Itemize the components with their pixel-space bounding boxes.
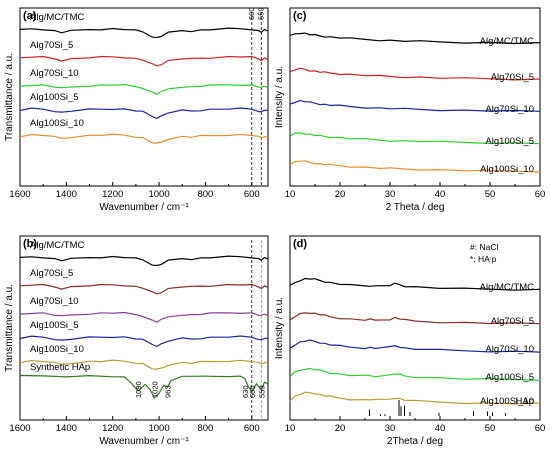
x-tick-label: 1000: [148, 423, 169, 434]
series-line: [19, 133, 269, 144]
reference-line-label: 559: [256, 7, 265, 20]
x-tick-label: 1000: [148, 189, 169, 200]
plot-frame: [289, 235, 541, 421]
series-label: Alg/MC/TMC: [480, 282, 535, 293]
series-label: Alg70Si_10: [30, 296, 79, 307]
plot-frame: [19, 235, 269, 421]
series-label: Alg70Si_10: [485, 344, 534, 355]
panel-b: 1600 1400 1200 1000 800 600 Wavenumber / cm⁻¹ T…: [4, 235, 269, 447]
x-tick-label: 10: [285, 423, 296, 434]
y-axis-title: Intensity / a.u.: [274, 66, 285, 128]
x-tick-label: 1400: [56, 189, 77, 200]
x-tick-label: 30: [385, 423, 396, 434]
x-tick-label: 600: [244, 189, 260, 200]
x-tick-label: 30: [385, 189, 396, 200]
series-label: Alg100Si_5: [485, 372, 534, 383]
series-label: Alg100Si_5: [485, 136, 534, 147]
series-line: [289, 391, 541, 405]
series-label: Alg100Si_5: [30, 92, 79, 103]
x-tick-label: 800: [197, 189, 213, 200]
series-line: [289, 132, 541, 145]
series-line: [19, 283, 269, 295]
series-label: Alg/MC/TMC: [30, 240, 85, 251]
series-line: [19, 359, 269, 370]
series-line: [19, 335, 269, 348]
series-label: Alg70Si_5: [30, 40, 73, 51]
x-tick-label: 1600: [9, 423, 30, 434]
x-tick-label: 20: [335, 423, 346, 434]
plot-frame: [289, 7, 541, 187]
series-label: Alg70Si_10: [485, 104, 534, 115]
y-axis-title: Transmittance / a.u.: [4, 53, 15, 141]
x-axis-title: 2Theta / deg: [387, 436, 443, 447]
series-line: [19, 83, 269, 95]
panel-label: (d): [293, 238, 307, 250]
x-tick-label: 40: [435, 423, 446, 434]
series-label: Alg100Si_10: [480, 396, 534, 407]
x-tick-label: 10: [285, 189, 296, 200]
series-label: Alg70Si_5: [491, 316, 534, 327]
series-label: HAp: [516, 396, 534, 407]
panel-label: (b): [23, 238, 37, 250]
series-line: [19, 255, 269, 267]
series-line: [289, 312, 541, 325]
series-line: [19, 55, 269, 67]
panel-label: (c): [293, 10, 307, 22]
x-axis-title: Wavenumber / cm⁻¹: [99, 436, 189, 447]
panel-d: 10 20 30 40 50 60 2Theta / deg Intensity / a.u.…: [274, 235, 546, 447]
series-line: [19, 311, 269, 323]
panel-c: 10 20 30 40 50 60 2 Theta / deg Intensity / a.u…: [274, 7, 546, 213]
x-tick-label: 60: [535, 423, 546, 434]
peak-label: 1020: [150, 381, 159, 398]
series-label: Alg/MC/TMC: [480, 36, 535, 47]
x-tick-label: 50: [485, 189, 496, 200]
series-line: [19, 27, 269, 39]
legend-note: #: NaCl: [470, 242, 498, 252]
x-axis-title: 2 Theta / deg: [386, 202, 445, 213]
series-label: Alg100Si_10: [480, 164, 534, 175]
series-label: Synthetic HAp: [30, 362, 90, 373]
series-label: Alg70Si_5: [30, 268, 73, 279]
x-tick-label: 1200: [102, 189, 123, 200]
series-line: [289, 367, 541, 381]
plot-frame: [19, 7, 269, 187]
series-line: [19, 374, 269, 399]
series-label: Alg100Si_10: [30, 118, 84, 129]
series-label: Alg70Si_5: [491, 72, 534, 83]
series-line: [289, 160, 541, 173]
series-label: Alg/MC/TMC: [30, 12, 85, 23]
legend-note: *: HA p: [470, 254, 497, 264]
series-label: Alg100Si_5: [30, 320, 79, 331]
panel-label: (a): [23, 10, 37, 22]
peak-label: 630: [241, 385, 250, 398]
x-tick-label: 40: [435, 189, 446, 200]
series-label: Alg70Si_10: [30, 68, 79, 79]
series-line: [289, 67, 541, 81]
series-line: [289, 99, 541, 112]
y-axis-title: Intensity / a.u.: [274, 297, 285, 359]
series-label: Alg100Si_10: [30, 344, 84, 355]
reference-line-label: 600: [247, 7, 256, 20]
x-tick-label: 800: [197, 423, 213, 434]
peak-label: 1090: [134, 381, 143, 398]
peak-label: 600: [248, 385, 257, 398]
y-axis-title: Transmittance / a.u.: [4, 284, 15, 372]
x-tick-label: 1600: [9, 189, 30, 200]
series-line: [289, 339, 541, 353]
x-tick-label: 1400: [56, 423, 77, 434]
series-line: [289, 32, 541, 45]
peak-label: 559: [257, 385, 266, 398]
series-line: [289, 277, 541, 291]
panel-a: 1600 1400 1200 1000 800 600 Wavenumber / cm⁻¹ T…: [4, 7, 269, 213]
peak-label: 963: [164, 385, 173, 398]
x-tick-label: 600: [244, 423, 260, 434]
x-tick-label: 60: [535, 189, 546, 200]
x-axis-title: Wavenumber / cm⁻¹: [99, 202, 189, 213]
x-tick-label: 50: [485, 423, 496, 434]
x-tick-label: 1200: [102, 423, 123, 434]
x-tick-label: 20: [335, 189, 346, 200]
series-line: [19, 107, 269, 120]
